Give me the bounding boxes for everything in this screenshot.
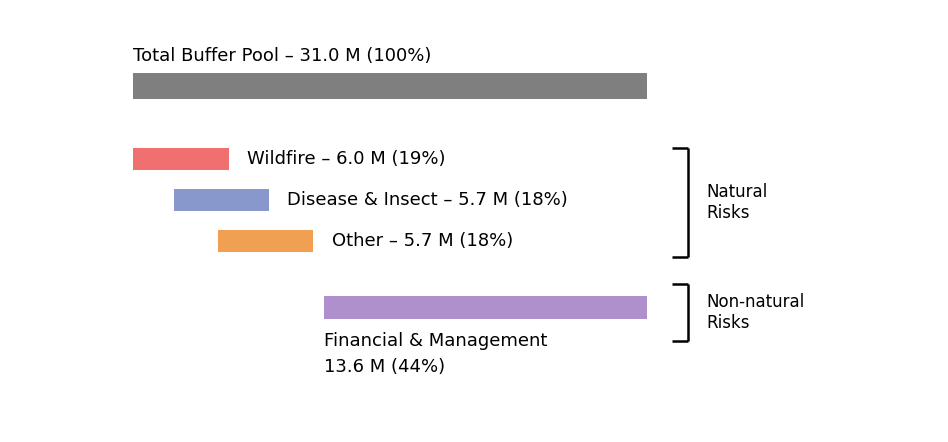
Text: Other – 5.7 M (18%): Other – 5.7 M (18%) xyxy=(332,232,513,250)
Text: Wildfire – 6.0 M (19%): Wildfire – 6.0 M (19%) xyxy=(247,150,446,168)
Text: Non-natural
Risks: Non-natural Risks xyxy=(706,293,805,332)
Bar xyxy=(324,297,647,319)
Text: Natural
Risks: Natural Risks xyxy=(706,183,768,222)
Bar xyxy=(133,149,228,171)
Text: Financial & Management: Financial & Management xyxy=(324,332,548,350)
Bar xyxy=(133,73,647,99)
Text: Disease & Insect – 5.7 M (18%): Disease & Insect – 5.7 M (18%) xyxy=(287,191,568,209)
Text: Total Buffer Pool – 31.0 M (100%): Total Buffer Pool – 31.0 M (100%) xyxy=(133,47,431,65)
Text: 13.6 M (44%): 13.6 M (44%) xyxy=(324,358,446,376)
Bar xyxy=(218,230,313,252)
Bar xyxy=(173,189,269,211)
